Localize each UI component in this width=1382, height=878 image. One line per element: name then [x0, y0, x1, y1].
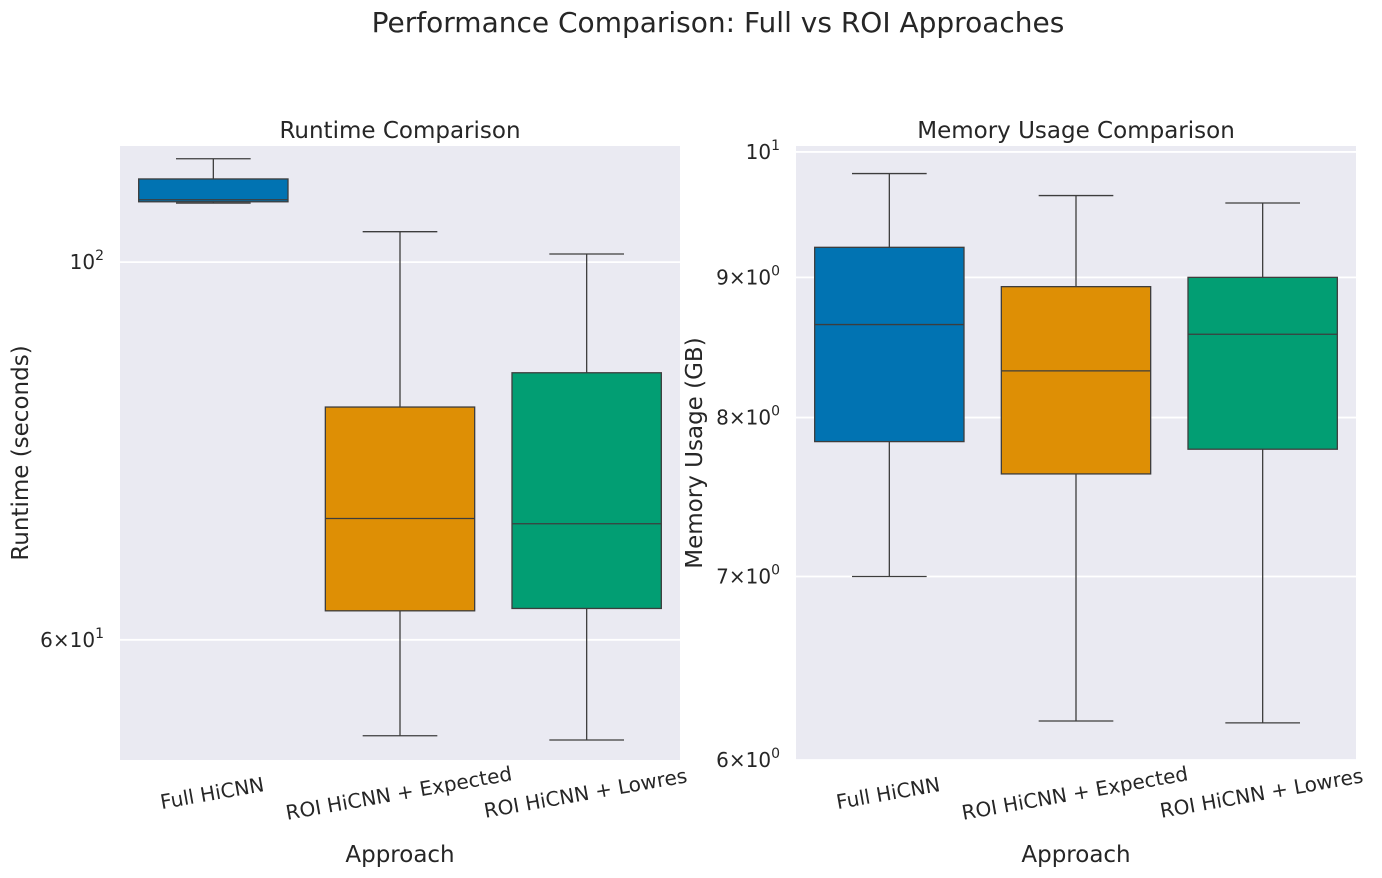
box-body	[1000, 285, 1152, 475]
y-tick-label: 7×100	[716, 563, 780, 589]
box-1	[814, 172, 965, 578]
box-body	[511, 372, 662, 610]
y-tick-label: 6×101	[40, 626, 104, 652]
x-tick-label: Full HiCNN	[834, 772, 942, 814]
box-body	[138, 178, 289, 203]
x-axis-label: Approach	[1021, 842, 1130, 868]
memory-panel: 101 9×100 8×100 7×100 6×100 Full HiCNN ROI HiC…	[682, 118, 1365, 868]
runtime-panel: 102 6×101 Full HiCNN ROI HiCNN + ExpectedRO…	[8, 118, 689, 868]
y-tick-label: 6×100	[716, 746, 780, 772]
panel-title: Runtime Comparison	[279, 118, 520, 144]
box-body	[324, 406, 476, 612]
panel-title: Memory Usage Comparison	[917, 118, 1235, 144]
x-tick-label: ROI HiCNN + Lowres	[1158, 763, 1365, 822]
x-axis-label: Approach	[345, 842, 454, 868]
x-tick-label: ROI HiCNN + Expected	[960, 761, 1190, 824]
box-3	[511, 253, 662, 741]
y-axis-label: Memory Usage (GB)	[682, 337, 708, 568]
y-tick-label: 9×100	[716, 263, 780, 289]
y-tick-label: 101	[746, 138, 780, 164]
box-2	[1000, 194, 1152, 722]
x-tick-label: ROI HiCNN + Lowres	[482, 763, 689, 822]
y-tick-label: 8×100	[716, 404, 780, 430]
box-2	[324, 231, 476, 737]
x-tick-label: ROI HiCNN + Expected	[284, 761, 514, 824]
box-1	[138, 158, 289, 204]
box-3	[1187, 202, 1338, 724]
figure-suptitle: Performance Comparison: Full vs ROI Appr…	[372, 6, 1065, 39]
box-body	[814, 246, 965, 443]
x-tick-label: Full HiCNN	[158, 772, 266, 814]
y-axis-label: Runtime (seconds)	[8, 345, 34, 560]
box-body	[1187, 276, 1338, 450]
y-tick-label: 102	[70, 248, 104, 274]
